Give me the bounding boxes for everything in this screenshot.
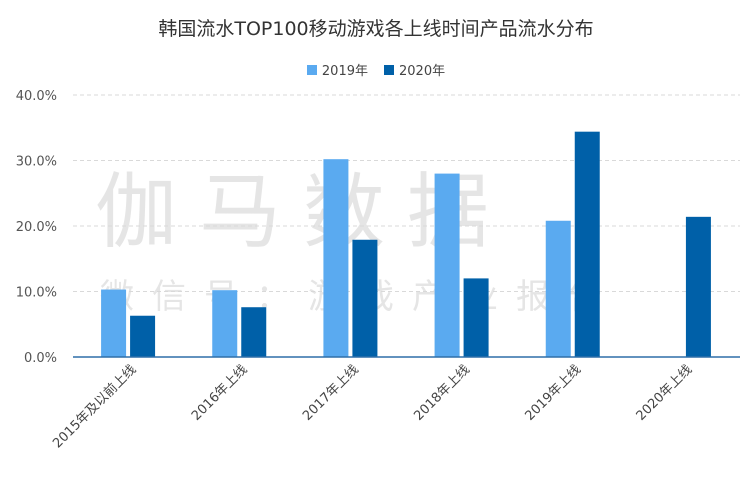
y-tick-label: 0.0% [24, 351, 57, 366]
legend-item-2020: 2020年 [384, 60, 445, 79]
y-tick-label: 10.0% [16, 286, 57, 301]
bar-2019年-2018年上线 [434, 173, 460, 357]
x-tick-label: 2016年上线 [189, 362, 251, 424]
legend-label: 2020年 [399, 64, 446, 79]
x-tick-label: 2018年上线 [411, 362, 473, 424]
legend-swatch [384, 64, 394, 75]
bar-2020年-2020年上线 [685, 216, 711, 357]
bar-2019年-2019年上线 [545, 220, 571, 357]
y-tick-label: 20.0% [16, 220, 57, 235]
legend-item-2019: 2019年 [306, 60, 368, 79]
legend-swatch [306, 64, 317, 75]
x-tick-label: 2020年上线 [634, 362, 696, 424]
bar-2020年-2019年上线 [574, 131, 600, 357]
y-tick-label: 30.0% [16, 155, 57, 170]
bar-2020年-2018年上线 [463, 278, 489, 357]
x-tick-label: 2017年上线 [300, 362, 362, 424]
bar-2020年-2016年上线 [241, 307, 267, 357]
legend: 2019年 2020年 [0, 60, 752, 79]
bar-2020年-2015年及以前上线 [130, 315, 156, 357]
x-tick-label: 2019年上线 [522, 362, 584, 424]
bar-2019年-2016年上线 [212, 290, 238, 357]
watermark-sub: 微信号：游戏产业报告 [100, 277, 620, 317]
legend-label: 2019年 [321, 64, 368, 79]
watermark-main: 伽马数据 [95, 165, 511, 260]
x-tick-label: 2015年及以前上线 [50, 362, 140, 452]
bar-2019年-2017年上线 [323, 159, 349, 357]
chart-title: 韩国流水TOP100移动游戏各上线时间产品流水分布 [158, 18, 594, 40]
y-tick-label: 40.0% [16, 89, 57, 104]
bar-2019年-2015年及以前上线 [101, 289, 127, 357]
bar-2020年-2017年上线 [352, 239, 378, 357]
